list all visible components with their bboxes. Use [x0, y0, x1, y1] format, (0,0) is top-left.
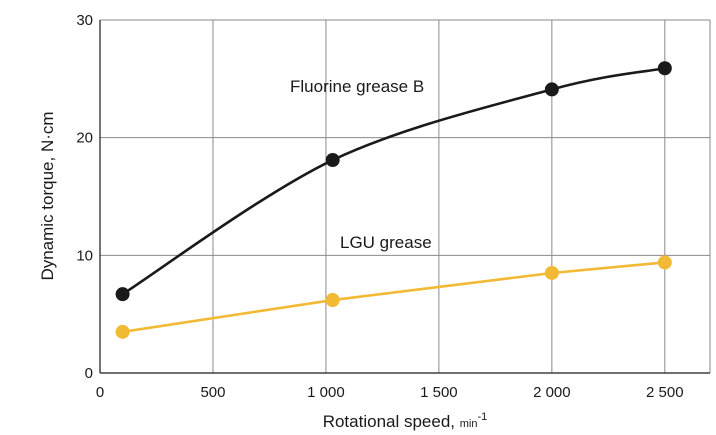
labels: Rotational speed, min-1 Dynamic torque, …: [38, 77, 487, 431]
data-point-lgu-grease: [325, 293, 340, 308]
y-tick-label: 30: [76, 12, 93, 29]
series-line-fluorine-grease-b: [121, 66, 666, 296]
x-tick-label: 2 500: [646, 384, 684, 401]
x-tick-label: 500: [200, 384, 225, 401]
y-tick-label: 10: [76, 247, 93, 264]
x-axis-label: Rotational speed, min-1: [323, 411, 488, 431]
y-tick-label: 0: [85, 365, 93, 382]
x-tick-label: 0: [96, 384, 104, 401]
data-point-lgu-grease: [544, 265, 559, 280]
y-axis-label: Dynamic torque, N·cm: [38, 111, 57, 280]
series-label-lgu-grease: LGU grease: [340, 233, 432, 252]
x-tick-label: 1 500: [420, 384, 458, 401]
axes: 0 500 1 000 1 500 2 000 2 500 0 10 20 30: [76, 12, 710, 401]
series-label-fluorine-grease-b: Fluorine grease B: [290, 77, 424, 96]
x-tick-label: 1 000: [307, 384, 345, 401]
data-point-fluorine-grease-b: [657, 61, 672, 76]
data-point-fluorine-grease-b: [325, 153, 340, 168]
grid: [100, 19, 711, 373]
series-line-lgu-grease: [122, 261, 665, 334]
data-point-fluorine-grease-b: [544, 82, 559, 97]
data-point-lgu-grease: [115, 324, 130, 339]
data-point-fluorine-grease-b: [115, 287, 130, 302]
y-tick-label: 20: [76, 130, 93, 147]
series: [115, 61, 672, 339]
x-tick-label: 2 000: [533, 384, 571, 401]
data-point-lgu-grease: [657, 255, 672, 270]
